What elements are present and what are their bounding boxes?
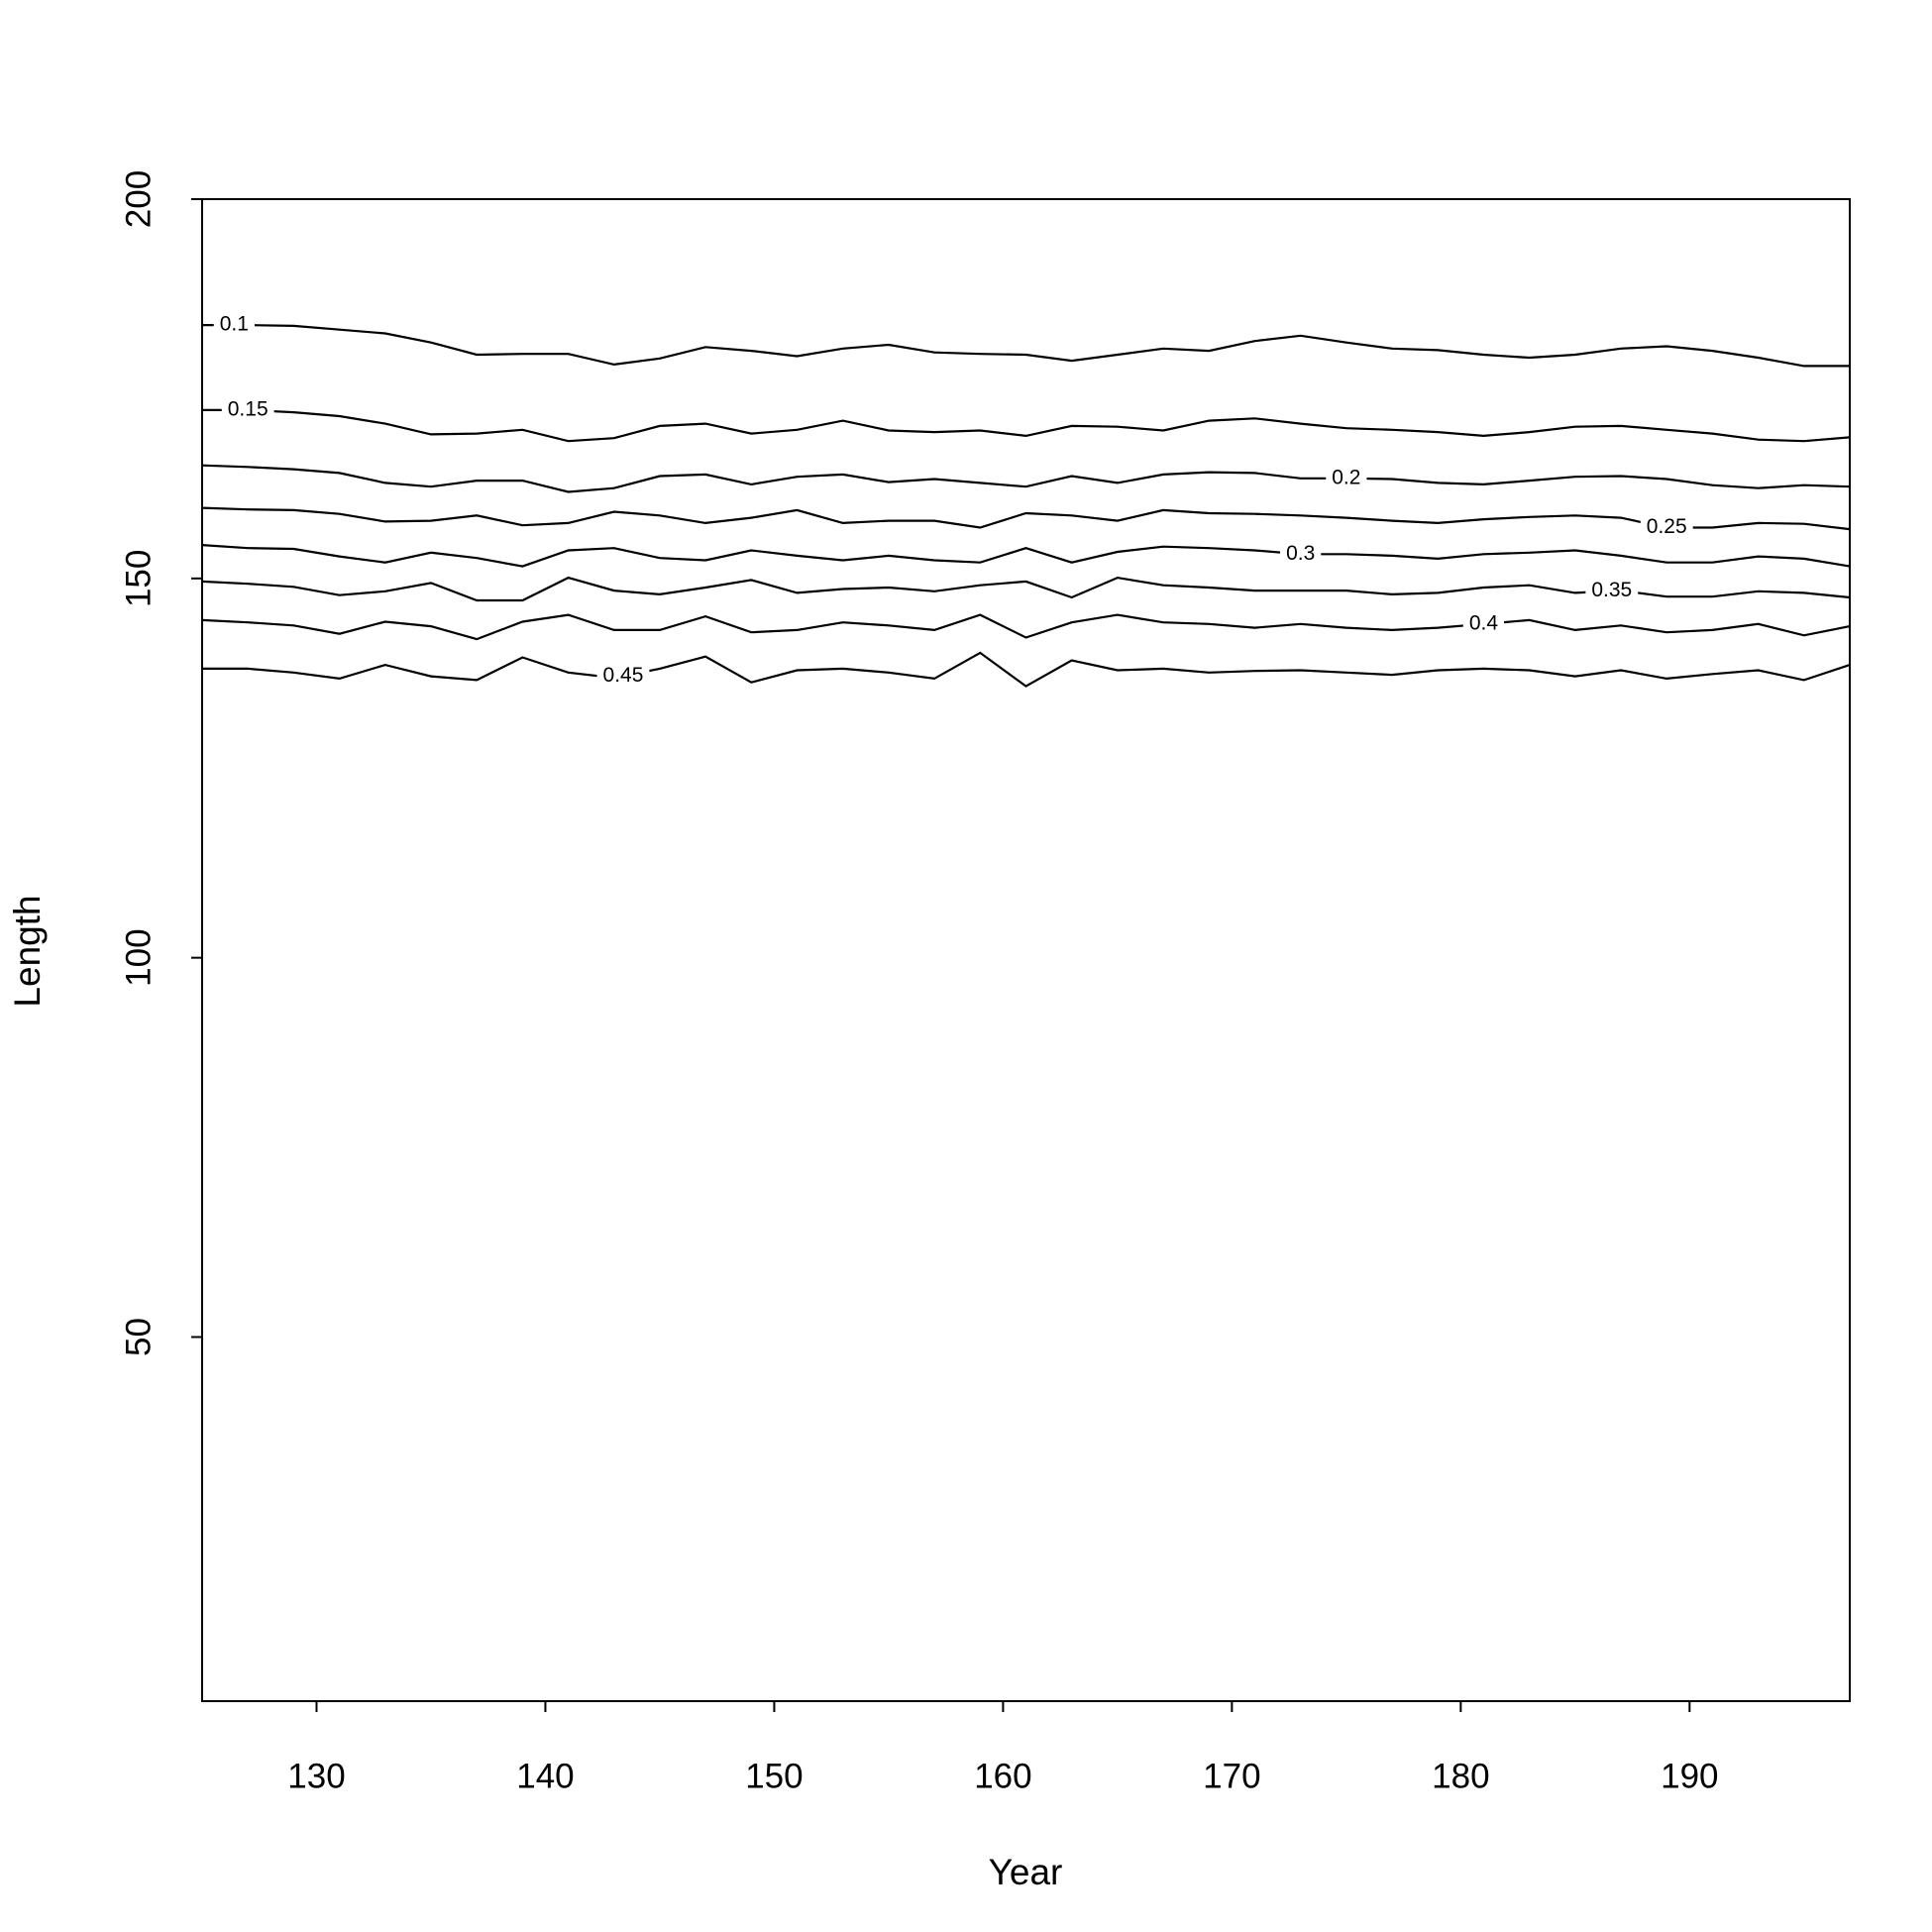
x-tick-label: 190 — [1661, 1757, 1718, 1795]
contour-label-bg — [1462, 610, 1505, 637]
contour-label-group: 0.15 — [221, 396, 274, 423]
y-axis-title: Length — [7, 895, 48, 1007]
contour-label-group: 0.3 — [1280, 541, 1322, 568]
x-tick-label: 140 — [516, 1757, 574, 1795]
contour-line — [201, 464, 1851, 493]
contour-label-group: 0.35 — [1585, 578, 1639, 604]
contour-label: 0.3 — [1286, 542, 1315, 565]
contour-label: 0.1 — [220, 313, 249, 336]
contour-label-group: 0.4 — [1462, 610, 1505, 637]
plot-frame — [201, 198, 1851, 1702]
x-axis-title: Year — [989, 1852, 1063, 1892]
x-tick-label: 130 — [287, 1757, 345, 1795]
contour-line — [202, 324, 1850, 368]
contour-label-group: 0.25 — [1640, 514, 1693, 541]
y-tick-label: 50 — [119, 1318, 158, 1356]
contour-label-bg — [1280, 541, 1322, 568]
contour-label: 0.45 — [603, 664, 644, 687]
contour-label-bg — [221, 396, 274, 423]
contour-label-bg — [596, 663, 650, 690]
y-tick-label: 100 — [119, 928, 158, 986]
x-tick-label: 170 — [1203, 1757, 1260, 1795]
contour-label-bg — [1585, 578, 1639, 604]
contour-label-group: 0.2 — [1326, 465, 1367, 491]
contour-line — [202, 651, 1851, 688]
contour-label: 0.2 — [1332, 466, 1360, 488]
contour-line — [201, 576, 1851, 602]
contour-label-group: 0.1 — [213, 312, 255, 339]
contour-label: 0.15 — [228, 397, 268, 420]
contour-line — [201, 613, 1851, 641]
contour-label-bg — [213, 312, 255, 339]
contour-label-bg — [1640, 514, 1693, 541]
contour-label: 0.35 — [1591, 579, 1632, 601]
x-tick-label: 150 — [745, 1757, 803, 1795]
contour-label: 0.25 — [1647, 515, 1687, 538]
y-tick-label: 200 — [119, 170, 158, 228]
contour-label-bg — [1326, 465, 1367, 491]
x-tick-label: 160 — [974, 1757, 1031, 1795]
contour-line — [202, 408, 1851, 443]
contour-line — [201, 544, 1851, 568]
contour-label-group: 0.45 — [596, 663, 650, 690]
contour-label: 0.4 — [1469, 611, 1499, 634]
x-tick-label: 180 — [1432, 1757, 1489, 1795]
y-tick-label: 150 — [119, 550, 158, 607]
contour-line — [201, 506, 1851, 531]
